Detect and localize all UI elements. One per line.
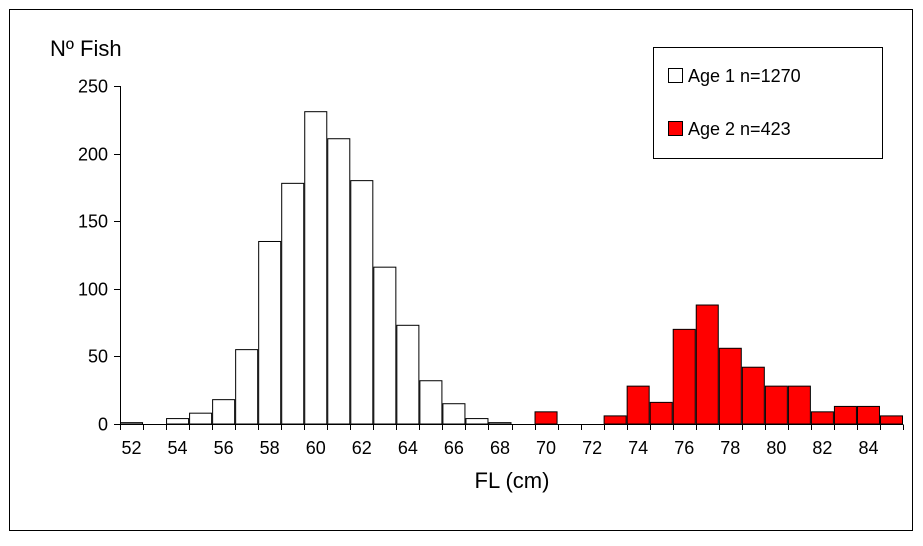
- x-tick-label-72: 72: [582, 438, 602, 458]
- bar-series-1-x-64: [396, 324, 420, 425]
- bar-series-2-x-84: [856, 405, 880, 425]
- x-tick-label-64: 64: [398, 438, 418, 458]
- legend: Age 1 n=1270 Age 2 n=423: [653, 47, 883, 159]
- legend-box: [653, 47, 883, 159]
- bar-series-1-x-66: [442, 403, 466, 425]
- y-tick-label-250: 250: [78, 77, 108, 97]
- bar-series-1-x-68: [488, 422, 512, 425]
- bars-layer: [120, 111, 903, 425]
- x-tick-label-82: 82: [812, 438, 832, 458]
- y-axis-label: Nº Fish: [50, 36, 122, 61]
- x-tick-label-80: 80: [766, 438, 786, 458]
- bar-series-1-x-55: [189, 412, 213, 425]
- axes-layer: [120, 86, 903, 425]
- bar-series-2-x-70: [534, 411, 558, 425]
- ticks-layer: 0 50 100 150 200 250 52 54 56 58 60 62 64 66 68 70 72 74 7…: [78, 77, 904, 458]
- bar-series-1-x-67: [465, 418, 489, 425]
- bar-series-2-x-75: [649, 401, 673, 425]
- y-tick-label-150: 150: [78, 212, 108, 232]
- bar-series-1-x-62: [350, 180, 374, 425]
- bar-series-1-x-60: [304, 111, 328, 425]
- bar-series-2-x-76: [672, 328, 696, 425]
- y-tick-label-200: 200: [78, 145, 108, 165]
- y-tick-label-0: 0: [98, 415, 108, 435]
- x-tick-label-54: 54: [168, 438, 188, 458]
- x-tick-label-58: 58: [260, 438, 280, 458]
- bar-series-1-x-59: [281, 182, 305, 425]
- bar-series-1-x-63: [373, 266, 397, 425]
- bar-series-2-x-81: [787, 385, 811, 425]
- legend-swatch-age-2: [668, 121, 683, 136]
- bar-series-2-x-77: [695, 304, 719, 425]
- x-tick-label-78: 78: [720, 438, 740, 458]
- bar-series-2-x-79: [741, 366, 765, 425]
- x-tick-label-84: 84: [858, 438, 878, 458]
- legend-label-age-1: Age 1 n=1270: [688, 66, 801, 86]
- x-tick-label-62: 62: [352, 438, 372, 458]
- bar-series-1-x-57: [235, 349, 259, 425]
- y-tick-label-50: 50: [88, 347, 108, 367]
- x-axis-label: FL (cm): [475, 468, 550, 493]
- bar-series-1-x-65: [419, 380, 443, 425]
- bar-series-2-x-78: [718, 347, 742, 425]
- bar-series-2-x-83: [833, 405, 857, 425]
- bar-series-1-x-58: [258, 240, 282, 425]
- bar-series-2-x-80: [764, 385, 788, 425]
- bar-series-1-x-56: [212, 399, 236, 425]
- bar-series-2-x-85: [879, 415, 903, 425]
- bar-series-1-x-52: [120, 422, 144, 425]
- x-tick-label-66: 66: [444, 438, 464, 458]
- legend-label-age-2: Age 2 n=423: [688, 119, 791, 139]
- x-tick-label-76: 76: [674, 438, 694, 458]
- x-tick-label-52: 52: [121, 438, 141, 458]
- x-tick-label-60: 60: [306, 438, 326, 458]
- y-tick-label-100: 100: [78, 280, 108, 300]
- bar-series-2-x-82: [810, 411, 834, 425]
- x-tick-label-70: 70: [536, 438, 556, 458]
- x-tick-label-56: 56: [214, 438, 234, 458]
- bar-series-2-x-73: [603, 415, 627, 425]
- x-tick-label-74: 74: [628, 438, 648, 458]
- x-tick-label-68: 68: [490, 438, 510, 458]
- bar-series-1-x-61: [327, 138, 351, 425]
- bar-series-2-x-74: [626, 385, 650, 425]
- legend-swatch-age-1: [668, 68, 683, 83]
- bar-series-1-x-54: [166, 418, 190, 425]
